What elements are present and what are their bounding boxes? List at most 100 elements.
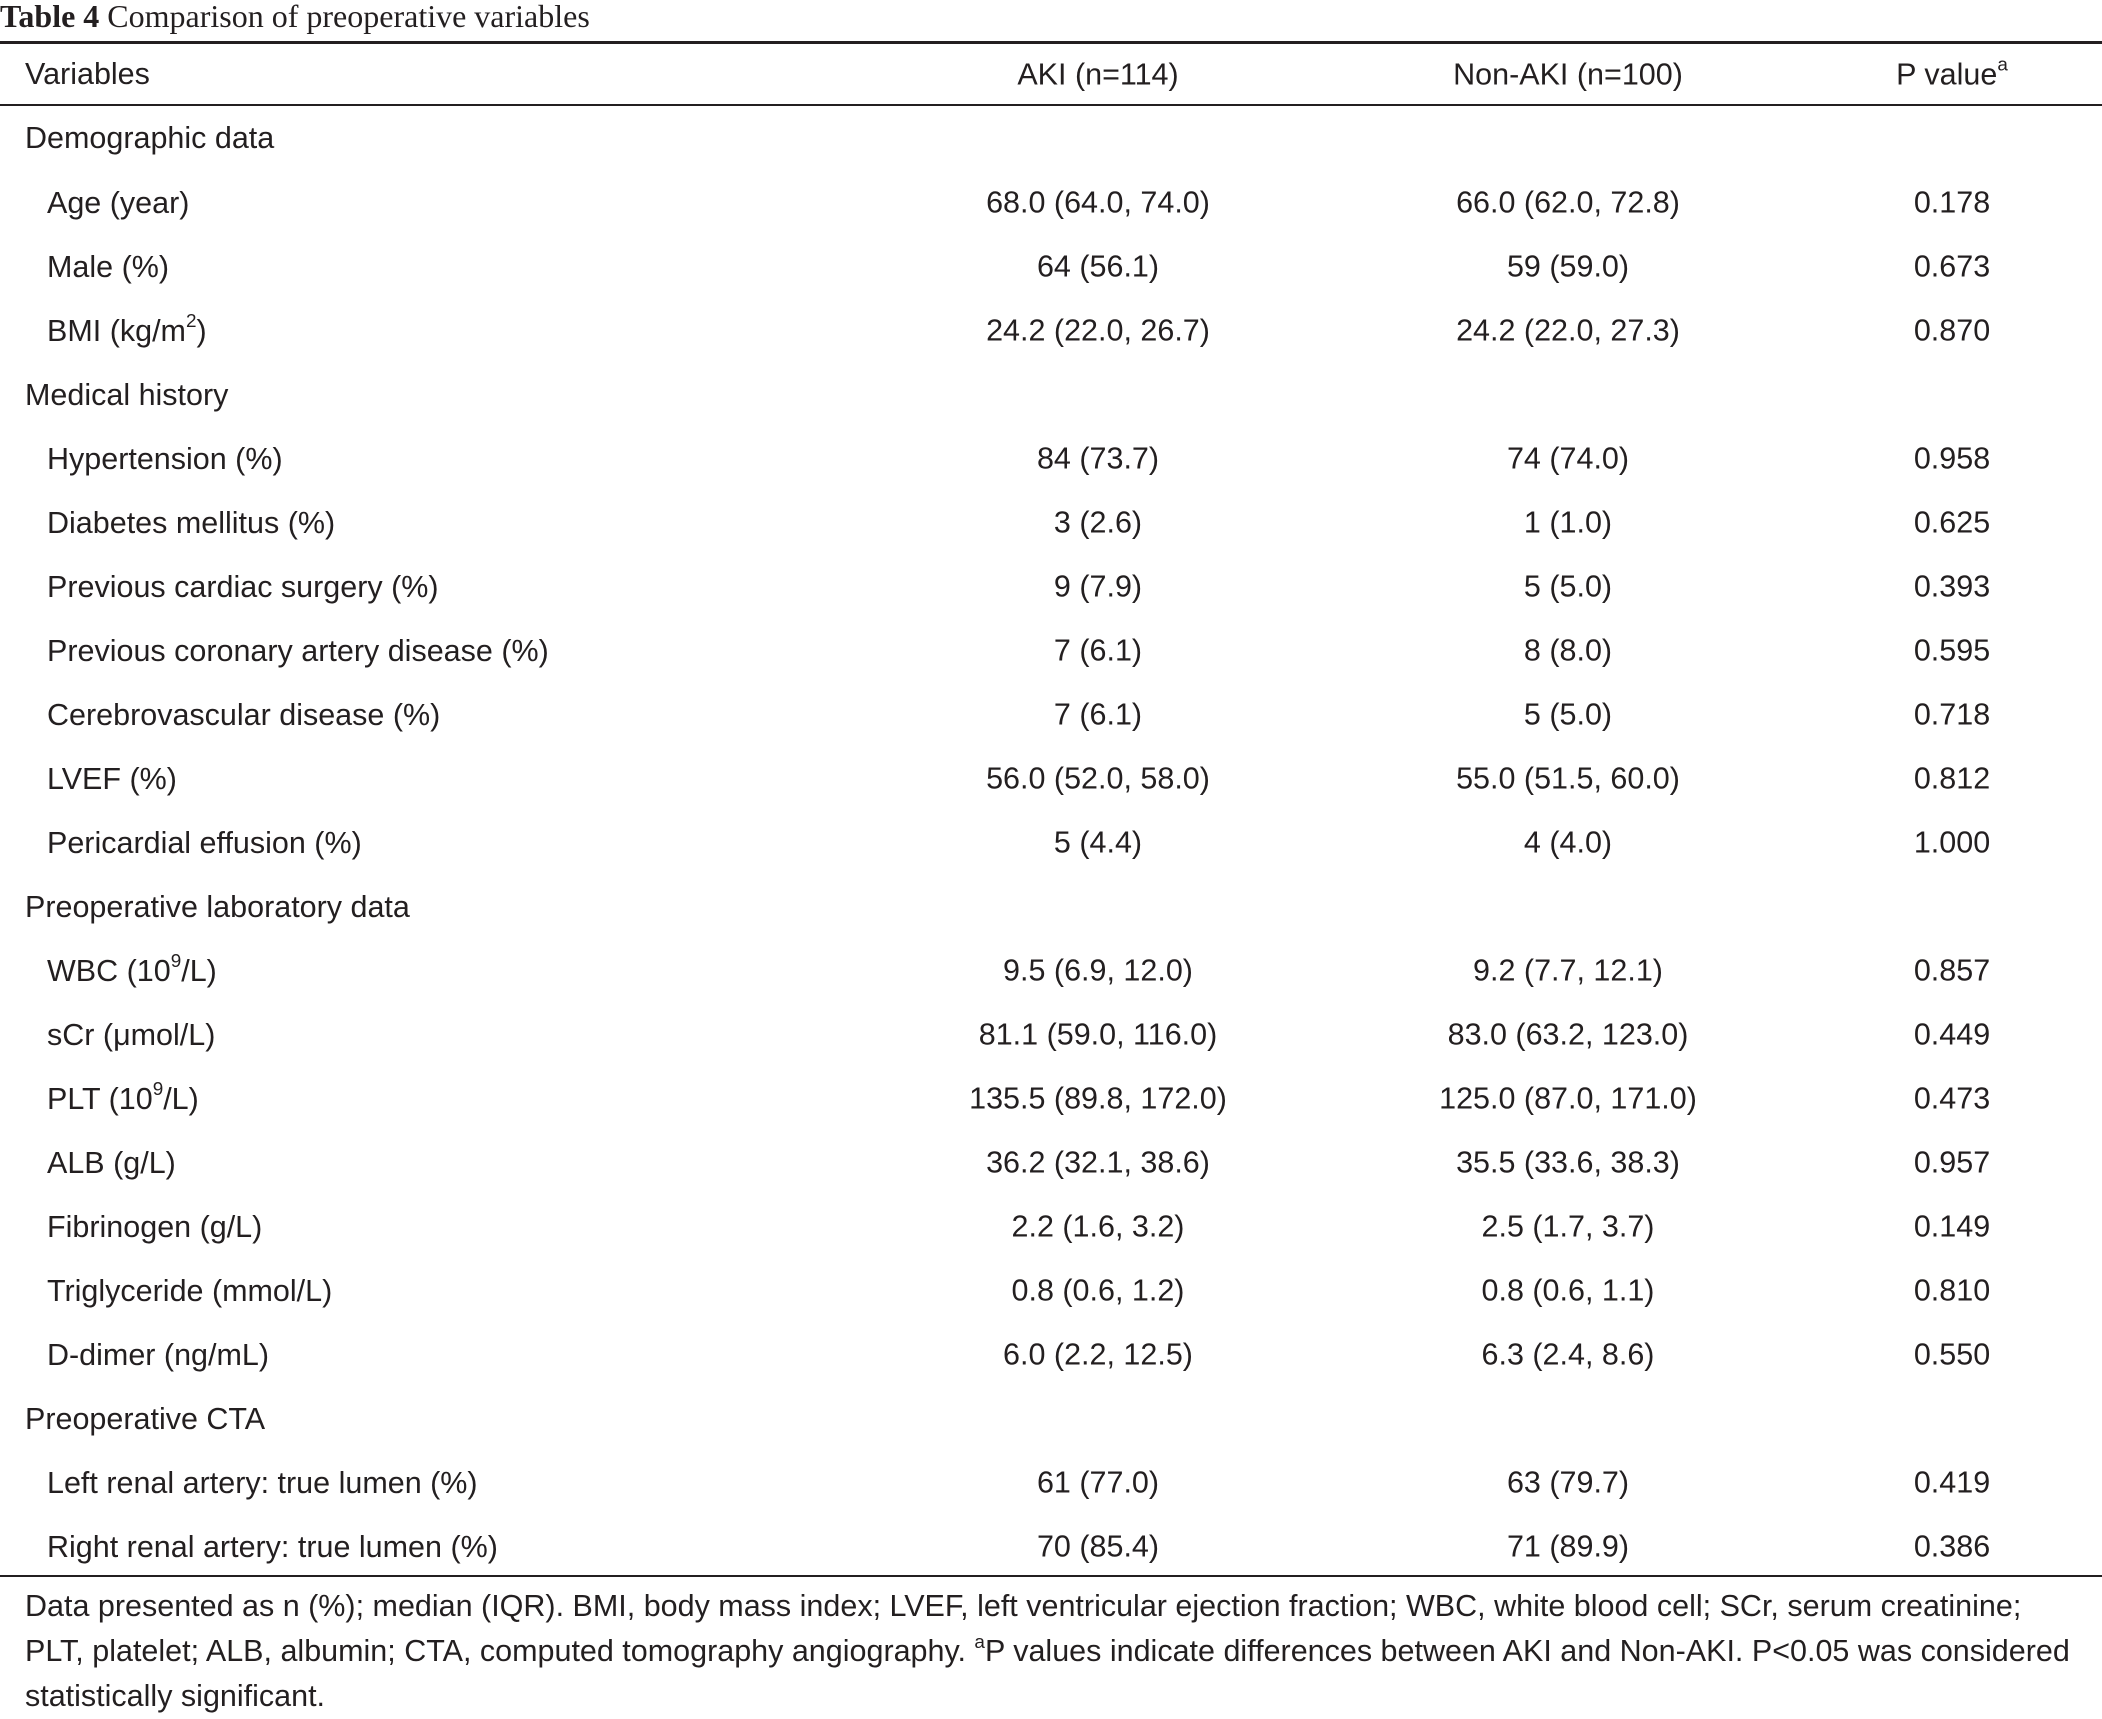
non-aki-value-cell: 4 (4.0) xyxy=(1196,811,1612,875)
aki-value-cell: 56.0 (52.0, 58.0) xyxy=(986,747,1210,811)
variable-label: D-dimer (ng/mL) xyxy=(47,1337,270,1372)
p-value-cell: 0.718 xyxy=(1536,683,2102,747)
variable-cell: Cerebrovascular disease (%) xyxy=(0,683,1000,747)
p-value-cell: 0.386 xyxy=(1536,1515,2102,1579)
p-value: 0.958 xyxy=(1913,441,1991,476)
aki-value-cell: 5 (4.4) xyxy=(1000,811,1196,875)
p-value: 0.393 xyxy=(1913,569,1991,604)
table-row: sCr (μmol/L) 81.1 (59.0, 116.0) 83.0 (63.2… xyxy=(0,1003,2102,1067)
table-row: Left renal artery: true lumen (%) 61 (77.… xyxy=(0,1451,2102,1515)
variable-label: Previous cardiac surgery (%) xyxy=(47,569,439,604)
aki-value: 9.5 (6.9, 12.0) xyxy=(1003,953,1193,988)
variable-cell: BMI (kg/m2) xyxy=(0,299,1000,363)
p-value: 0.812 xyxy=(1913,761,1991,796)
non-aki-value-cell: 71 (89.9) xyxy=(1196,1515,1629,1579)
p-value-cell: 0.473 xyxy=(1536,1067,2102,1131)
header-variables: Variables xyxy=(25,57,150,91)
variable-label-suffix: ) xyxy=(196,313,207,348)
aki-value: 3 (2.6) xyxy=(1053,505,1143,540)
non-aki-value-cell: 35.5 (33.6, 38.3) xyxy=(1196,1131,1680,1195)
table-row: BMI (kg/m2) 24.2 (22.0, 26.7) 24.2 (22.0, … xyxy=(0,299,2102,363)
variable-cell: Previous cardiac surgery (%) xyxy=(0,555,1000,619)
aki-value: 9 (7.9) xyxy=(1053,569,1143,604)
p-value: 0.449 xyxy=(1913,1017,1991,1052)
non-aki-value-cell: 9.2 (7.7, 12.1) xyxy=(1196,939,1663,1003)
non-aki-value: 63 (79.7) xyxy=(1506,1465,1630,1500)
p-value: 0.178 xyxy=(1913,185,1991,220)
variable-label: Diabetes mellitus (%) xyxy=(47,505,336,540)
header-p-value-label: P value xyxy=(1896,57,1998,91)
variable-cell: sCr (μmol/L) xyxy=(0,1003,1000,1067)
variable-label: Age (year) xyxy=(47,185,190,220)
aki-value-cell: 68.0 (64.0, 74.0) xyxy=(986,171,1210,235)
non-aki-value-cell: 5 (5.0) xyxy=(1196,555,1612,619)
table-row: LVEF (%) 56.0 (52.0, 58.0) 55.0 (51.5, 60.… xyxy=(0,747,2102,811)
footnote-text-before: Data presented as n (%); median (IQR). B… xyxy=(25,1589,2022,1668)
aki-value: 64 (56.1) xyxy=(1036,249,1160,284)
p-value: 0.673 xyxy=(1913,249,1991,284)
p-value: 0.810 xyxy=(1913,1273,1991,1308)
section-heading: Demographic data xyxy=(25,120,275,155)
aki-value: 61 (77.0) xyxy=(1036,1465,1160,1500)
header-aki: AKI (n=114) xyxy=(1000,44,1196,105)
header-aki-label: AKI (n=114) xyxy=(1017,57,1179,91)
non-aki-value: 5 (5.0) xyxy=(1523,569,1613,604)
variable-cell: Male (%) xyxy=(0,235,1000,299)
non-aki-value: 9.2 (7.7, 12.1) xyxy=(1473,953,1663,988)
table-row: Triglyceride (mmol/L) 0.8 (0.6, 1.2) 0.8 (… xyxy=(0,1259,2102,1323)
aki-value: 7 (6.1) xyxy=(1053,697,1143,732)
non-aki-value-cell: 24.2 (22.0, 27.3) xyxy=(1196,299,1680,363)
table-row: ALB (g/L) 36.2 (32.1, 38.6) 35.5 (33.6, 38… xyxy=(0,1131,2102,1195)
variable-label: sCr (μmol/L) xyxy=(47,1017,216,1052)
section-heading: Preoperative CTA xyxy=(25,1401,266,1436)
non-aki-value-cell: 8 (8.0) xyxy=(1196,619,1612,683)
aki-value-cell: 24.2 (22.0, 26.7) xyxy=(986,299,1210,363)
variable-cell: Fibrinogen (g/L) xyxy=(0,1195,1000,1259)
aki-value: 56.0 (52.0, 58.0) xyxy=(986,761,1210,796)
non-aki-value: 71 (89.9) xyxy=(1506,1529,1630,1564)
p-value-cell: 0.550 xyxy=(1536,1323,2102,1387)
header-p-value-wrap: P valuea xyxy=(1896,56,2008,92)
p-value: 0.870 xyxy=(1913,313,1991,348)
p-value-cell: 0.810 xyxy=(1536,1259,2102,1323)
p-value: 0.625 xyxy=(1913,505,1991,540)
table-caption: Table 4 Comparison of preoperative varia… xyxy=(0,0,590,41)
section-heading: Preoperative laboratory data xyxy=(25,889,410,924)
aki-value-cell: 0.8 (0.6, 1.2) xyxy=(1000,1259,1196,1323)
p-value-cell: 0.449 xyxy=(1536,1003,2102,1067)
aki-value-cell: 81.1 (59.0, 116.0) xyxy=(979,1003,1218,1067)
p-value: 1.000 xyxy=(1913,825,1991,860)
table-header-row: Variables AKI (n=114) Non-AKI (n=100) P … xyxy=(0,44,2102,105)
table-row: Diabetes mellitus (%) 3 (2.6) 1 (1.0) 0.625 xyxy=(0,491,2102,555)
p-value: 0.386 xyxy=(1913,1529,1991,1564)
table-row: Hypertension (%) 84 (73.7) 74 (74.0) 0.958 xyxy=(0,427,2102,491)
variable-cell: Hypertension (%) xyxy=(0,427,1000,491)
non-aki-value-cell: 1 (1.0) xyxy=(1196,491,1612,555)
variable-label: Cerebrovascular disease (%) xyxy=(47,697,441,732)
variable-cell: Previous coronary artery disease (%) xyxy=(0,619,1000,683)
non-aki-value: 125.0 (87.0, 171.0) xyxy=(1439,1081,1697,1116)
section-row: Medical history xyxy=(0,363,2102,427)
non-aki-value: 83.0 (63.2, 123.0) xyxy=(1447,1017,1689,1052)
aki-value-cell: 9.5 (6.9, 12.0) xyxy=(1000,939,1196,1003)
aki-value: 68.0 (64.0, 74.0) xyxy=(986,185,1210,220)
p-value-cell: 1.000 xyxy=(1536,811,2102,875)
aki-value: 81.1 (59.0, 116.0) xyxy=(978,1017,1218,1052)
table-caption-text: Comparison of preoperative variables xyxy=(107,0,590,34)
table-row: Cerebrovascular disease (%) 7 (6.1) 5 (5.0… xyxy=(0,683,2102,747)
non-aki-value: 6.3 (2.4, 8.6) xyxy=(1481,1337,1655,1372)
variable-label: BMI (kg/m xyxy=(47,313,186,348)
aki-value-cell: 64 (56.1) xyxy=(1000,235,1196,299)
non-aki-value: 55.0 (51.5, 60.0) xyxy=(1456,761,1680,796)
comparison-table: Variables AKI (n=114) Non-AKI (n=100) P … xyxy=(0,44,2102,1579)
variable-cell: Triglyceride (mmol/L) xyxy=(0,1259,1000,1323)
non-aki-value: 35.5 (33.6, 38.3) xyxy=(1456,1145,1680,1180)
aki-value: 84 (73.7) xyxy=(1036,441,1160,476)
non-aki-value: 0.8 (0.6, 1.1) xyxy=(1481,1273,1655,1308)
p-value-cell: 0.673 xyxy=(1536,235,2102,299)
variable-label: Triglyceride (mmol/L) xyxy=(47,1273,333,1308)
section-row: Preoperative CTA xyxy=(0,1387,2102,1451)
p-value-cell: 0.178 xyxy=(1536,171,2102,235)
variable-label: WBC (10 xyxy=(47,953,171,988)
p-value-cell: 0.958 xyxy=(1536,427,2102,491)
